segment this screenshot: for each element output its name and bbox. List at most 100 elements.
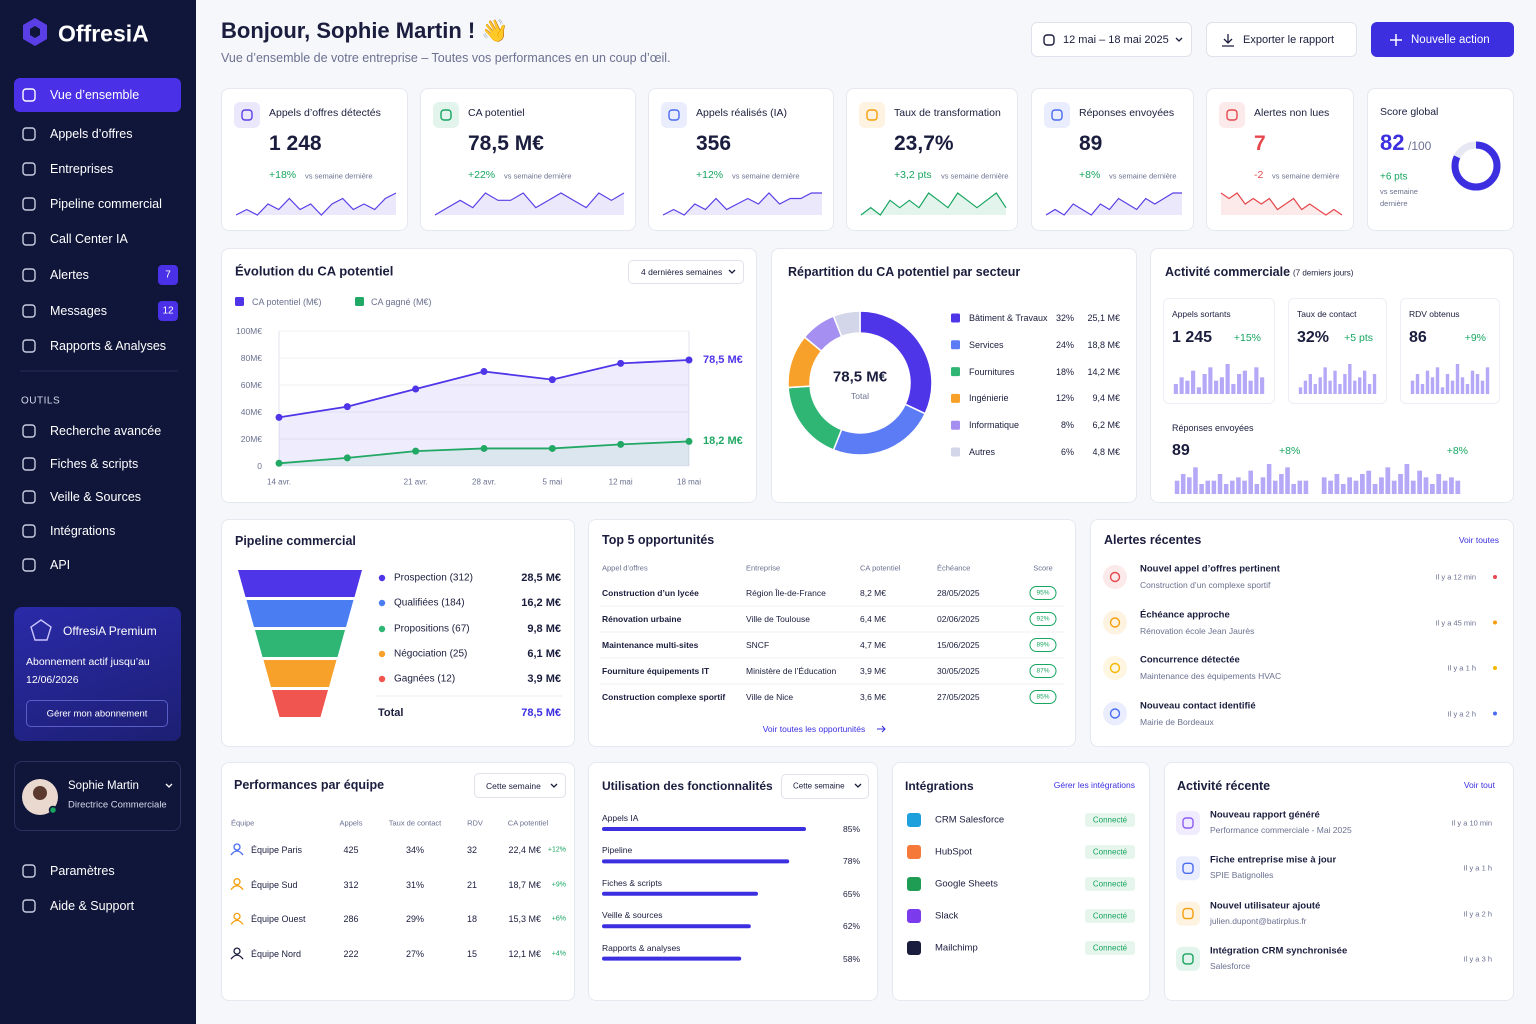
legend-label: Services [969,339,1004,350]
filter-dropdown[interactable] [474,773,566,798]
sparkline-area [663,193,822,215]
legend-percent: 18% [1055,366,1074,377]
nav-item[interactable]: Aide & Support [50,899,135,913]
kpi-note: vs semaine dernière [504,171,572,181]
action-text[interactable]: Nouvelle action [1411,34,1490,46]
usage-value: 85% [842,824,860,834]
nav-active[interactable] [14,78,181,112]
stat-delta: +5 pts [1344,332,1373,344]
dropdown-text[interactable]: 4 dernières semaines [641,267,723,277]
bar [1379,477,1384,494]
kpi-delta: +8% [1079,169,1101,181]
nav-item[interactable]: Rapports & Analyses [50,339,167,353]
nav-item[interactable]: Appels d’offres [50,127,133,141]
icon [440,109,452,121]
nav-item[interactable]: API [50,558,71,572]
link[interactable]: Voir toutes les opportunités [762,724,866,734]
export-text[interactable]: Exporter le rapport [1243,34,1335,46]
alert-title[interactable]: Concurrence détectée [1140,654,1240,666]
line-chart-card [221,248,757,503]
nav-item[interactable]: Alertes [50,268,89,282]
link[interactable]: Voir tout [1463,780,1495,790]
team-icon [233,878,241,886]
stat-value: 89 [1172,442,1190,459]
kpi-label: Appels réalisés (IA) [696,107,788,119]
series-point [685,437,693,445]
table-cell: Maintenance multi-sites [602,640,699,650]
nav-item[interactable]: Messages [50,304,107,318]
link[interactable]: Voir toutes [1458,535,1499,545]
sparkline-area [435,193,624,215]
date-range[interactable]: 12 mai – 18 mai 2025 [1063,34,1169,46]
card-title: Alertes récentes [1104,533,1202,547]
export-button[interactable] [1206,22,1357,57]
alert-title[interactable]: Échéance approche [1140,609,1230,620]
alert-title[interactable]: Nouvel appel d’offres pertinent [1140,563,1280,575]
chart-title: Évolution du CA potentiel [235,263,394,279]
table-cell: Ville de Nice [746,692,794,702]
team-delta: +12% [547,846,566,854]
stage-label: Propositions (67) [394,623,470,635]
nav-badge-text: 7 [165,269,171,281]
series-point [275,413,283,421]
bar [1321,477,1327,494]
bar [1343,374,1347,394]
integration-logo [907,877,921,891]
dropdown-text[interactable]: Cette semaine [793,781,845,791]
bar [602,891,758,896]
score-pill [1029,664,1057,678]
stat-label: Appels sortants [1172,309,1231,319]
sparkline [860,192,1007,216]
nav-item[interactable]: Vue d’ensemble [50,88,140,102]
series-point [617,359,625,367]
date-button[interactable] [1031,22,1192,57]
dropdown-text[interactable]: Cette semaine [486,781,541,791]
nav-item[interactable]: Paramètres [50,864,115,878]
nav-item[interactable]: Intégrations [50,524,116,538]
nav-item[interactable]: Veille & Sources [50,490,142,504]
legend-label: Informatique [969,420,1020,431]
alert-time: Il y a 45 min [1435,618,1476,627]
activity-icon-bg [1176,811,1200,835]
bar [1260,477,1266,494]
legend-swatch [951,420,960,430]
icon [22,162,36,176]
nav-item[interactable]: Entreprises [50,162,114,176]
status-text: Connecté [1092,847,1128,857]
table-cell: 425 [343,845,359,855]
score-pill-text: 87% [1036,667,1050,675]
premium-button[interactable] [26,700,168,727]
table-cell: 8,2 M€ [860,588,886,598]
bar [1254,367,1259,394]
score-delta: +6 pts [1380,171,1408,183]
premium-button-text[interactable]: Gérer mon abonnement [46,708,148,720]
nav-item[interactable]: Recherche avancée [50,424,162,438]
user-card[interactable] [14,761,181,831]
period-dropdown[interactable] [628,260,744,284]
legend-percent: 24% [1055,339,1074,350]
nav-item[interactable]: Call Center IA [50,232,128,246]
stage-value: 6,1 M€ [527,648,561,660]
kpi-label: Réponses envoyées [1079,107,1175,119]
nav-item[interactable]: Pipeline commercial [50,197,162,211]
activity-sub: Performance commerciale - Mai 2025 [1210,825,1352,835]
bar [1449,477,1454,494]
card-title: Top 5 opportunités [602,533,715,547]
pie-center-value: 78,5 M€ [832,368,888,386]
bar [1328,480,1333,494]
legend-percent: 32% [1055,313,1074,323]
bar [1334,474,1340,494]
y-tick-label: 80M€ [240,353,262,363]
nav-item[interactable]: Fiches & scripts [50,457,139,471]
filter-dropdown[interactable] [781,774,869,799]
bar [1173,384,1178,394]
funnel-stage [255,630,345,657]
link[interactable]: Gérer les intégrations [1053,780,1135,790]
alert-title[interactable]: Nouveau contact identifié [1140,700,1256,711]
stat-card [1400,298,1500,404]
usage-label: Appels IA [602,813,639,823]
score-note: vs semaine dernière [1380,187,1418,208]
icon [22,424,36,438]
y-tick-label: 0 [257,461,262,471]
bar [1410,480,1416,494]
